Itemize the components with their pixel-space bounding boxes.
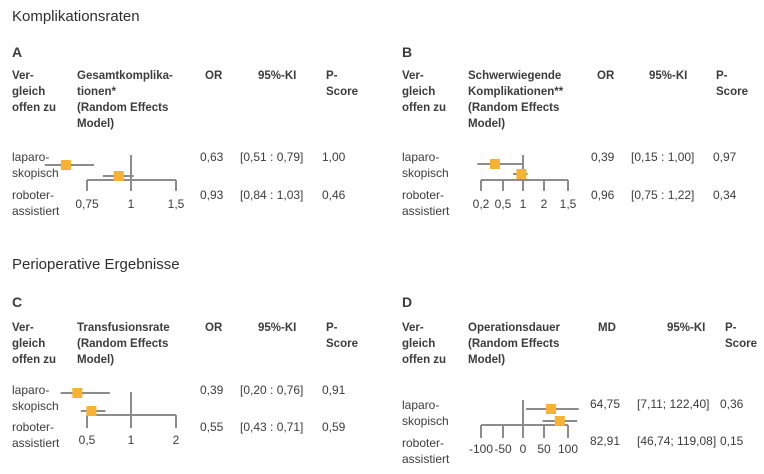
- ci-value: [7,11; 122,40]: [637, 397, 710, 411]
- header-comparison: Ver- gleich offen zu: [402, 322, 447, 366]
- p-score-value: 0,59: [322, 420, 346, 434]
- header-ci: 95%-KI: [667, 322, 706, 334]
- estimate-value: 0,93: [200, 188, 224, 202]
- tick-label: 1: [520, 197, 527, 211]
- header-ci: 95%-KI: [258, 70, 297, 82]
- tick-label: 0: [520, 442, 527, 456]
- tick-label: 0,75: [75, 197, 99, 211]
- header-ci: 95%-KI: [649, 70, 688, 82]
- ci-value: [0,20 : 0,76]: [240, 383, 304, 397]
- forest-plot-C: 0,5 1 2: [60, 388, 180, 447]
- row-label: roboter- assistiert: [402, 188, 450, 218]
- row-label: laparo- skopisch: [402, 398, 449, 428]
- panel-letter: B: [402, 44, 413, 60]
- point-estimate-marker: [516, 169, 527, 179]
- header-score: P- Score: [326, 70, 358, 98]
- estimate-value: 0,55: [200, 420, 224, 434]
- p-score-value: 0,91: [322, 383, 346, 397]
- header-outcome: Operationsdauer (Random Effects Model): [468, 322, 561, 366]
- tick-label: 0,2: [473, 197, 490, 211]
- header-score: P- Score: [326, 322, 358, 350]
- point-estimate-marker: [72, 388, 83, 398]
- row-label: roboter- assistiert: [402, 436, 450, 466]
- forest-plot-D: -100 -50 0 50 100: [469, 400, 579, 456]
- panel-letter: C: [12, 294, 23, 310]
- estimate-value: 64,75: [590, 397, 621, 411]
- header-effect: OR: [205, 70, 223, 82]
- header-comparison: Ver- gleich offen zu: [12, 322, 57, 366]
- section-title-complications: Komplikationsraten: [12, 8, 140, 25]
- header-outcome: Gesamtkomplika- tionen* (Random Effects …: [77, 70, 173, 130]
- p-score-value: 0,15: [720, 434, 744, 448]
- tick-label: 1,5: [560, 197, 577, 211]
- point-estimate-marker: [86, 406, 97, 416]
- estimate-value: 0,63: [200, 150, 224, 164]
- estimate-value: 0,39: [591, 150, 615, 164]
- header-effect: MD: [598, 322, 616, 334]
- p-score-value: 0,97: [713, 150, 737, 164]
- tick-label: 1,5: [168, 197, 185, 211]
- ci-value: [0,43 : 0,71]: [240, 420, 304, 434]
- forest-plot-B: 0,2 0,5 1 2 1,5: [473, 155, 577, 211]
- header-effect: OR: [205, 322, 223, 334]
- header-comparison: Ver- gleich offen zu: [402, 70, 447, 114]
- tick-label: 100: [558, 442, 578, 456]
- header-comparison: Ver- gleich offen zu: [12, 70, 57, 114]
- p-score-value: 0,34: [713, 188, 737, 202]
- point-estimate-marker: [546, 404, 557, 414]
- row-label: laparo- skopisch: [12, 150, 59, 180]
- point-estimate-marker: [554, 416, 565, 426]
- tick-label: 2: [173, 433, 180, 447]
- p-score-value: 0,46: [322, 188, 346, 202]
- estimate-value: 82,91: [590, 434, 621, 448]
- row-label: roboter- assistiert: [12, 420, 60, 450]
- tick-label: 0,5: [495, 197, 512, 211]
- tick-label: 1: [128, 197, 135, 211]
- estimate-value: 0,39: [200, 383, 224, 397]
- panel-letter: D: [402, 294, 413, 310]
- point-estimate-marker: [113, 171, 124, 181]
- ci-value: [0,75 : 1,22]: [631, 188, 695, 202]
- tick-label: -50: [494, 442, 512, 456]
- row-label: laparo- skopisch: [402, 150, 449, 180]
- section-title-perioperative: Perioperative Ergebnisse: [12, 256, 180, 273]
- tick-label: -100: [469, 442, 493, 456]
- p-score-value: 0,36: [720, 397, 744, 411]
- header-effect: OR: [597, 70, 615, 82]
- panel-letter: A: [12, 44, 23, 60]
- header-ci: 95%-KI: [258, 322, 297, 334]
- p-score-value: 1,00: [322, 150, 346, 164]
- estimate-value: 0,96: [591, 188, 615, 202]
- row-label: laparo- skopisch: [12, 383, 59, 413]
- header-score: P- Score: [725, 322, 757, 350]
- tick-label: 1: [128, 433, 135, 447]
- forest-plot-A: 0,75 1 1,5: [44, 155, 185, 211]
- tick-label: 0,5: [79, 433, 96, 447]
- header-score: P- Score: [716, 70, 748, 98]
- header-outcome: Transfusionsrate (Random Effects Model): [77, 322, 170, 366]
- tick-label: 50: [537, 442, 551, 456]
- header-outcome: Schwerwiegende Komplikationen** (Random …: [468, 70, 564, 130]
- ci-value: [0,84 : 1,03]: [240, 188, 304, 202]
- point-estimate-marker: [60, 160, 71, 170]
- point-estimate-marker: [489, 159, 500, 169]
- ci-value: [46,74; 119,08]: [637, 434, 717, 448]
- ci-value: [0,15 : 1,00]: [631, 150, 695, 164]
- tick-label: 2: [541, 197, 548, 211]
- ci-value: [0,51 : 0,79]: [240, 150, 304, 164]
- row-label: roboter- assistiert: [12, 188, 60, 218]
